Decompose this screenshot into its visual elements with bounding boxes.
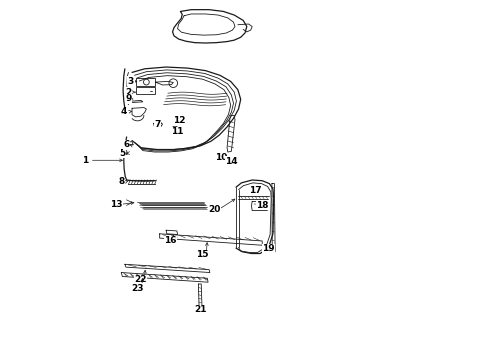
Text: 14: 14 <box>225 157 238 166</box>
Bar <box>136 87 155 94</box>
Text: 20: 20 <box>208 205 220 214</box>
Text: 10: 10 <box>216 153 228 162</box>
Text: 2: 2 <box>125 87 132 96</box>
Text: 21: 21 <box>194 305 206 314</box>
Text: 13: 13 <box>110 200 122 209</box>
Text: 6: 6 <box>123 140 130 149</box>
Text: 8: 8 <box>118 177 124 186</box>
Text: 3: 3 <box>128 77 134 86</box>
Bar <box>136 78 155 86</box>
Text: 12: 12 <box>173 116 186 125</box>
Text: 5: 5 <box>119 149 125 158</box>
Text: 7: 7 <box>154 120 160 129</box>
Text: 19: 19 <box>262 244 274 253</box>
Text: 1: 1 <box>82 156 89 165</box>
Text: 16: 16 <box>165 237 177 246</box>
Text: 22: 22 <box>134 275 147 284</box>
Text: 9: 9 <box>125 94 132 103</box>
Text: 11: 11 <box>171 127 183 136</box>
Text: 18: 18 <box>256 201 269 210</box>
Text: 15: 15 <box>196 250 208 259</box>
Text: 23: 23 <box>131 284 144 293</box>
Text: 17: 17 <box>249 185 261 194</box>
Text: 4: 4 <box>121 107 127 116</box>
